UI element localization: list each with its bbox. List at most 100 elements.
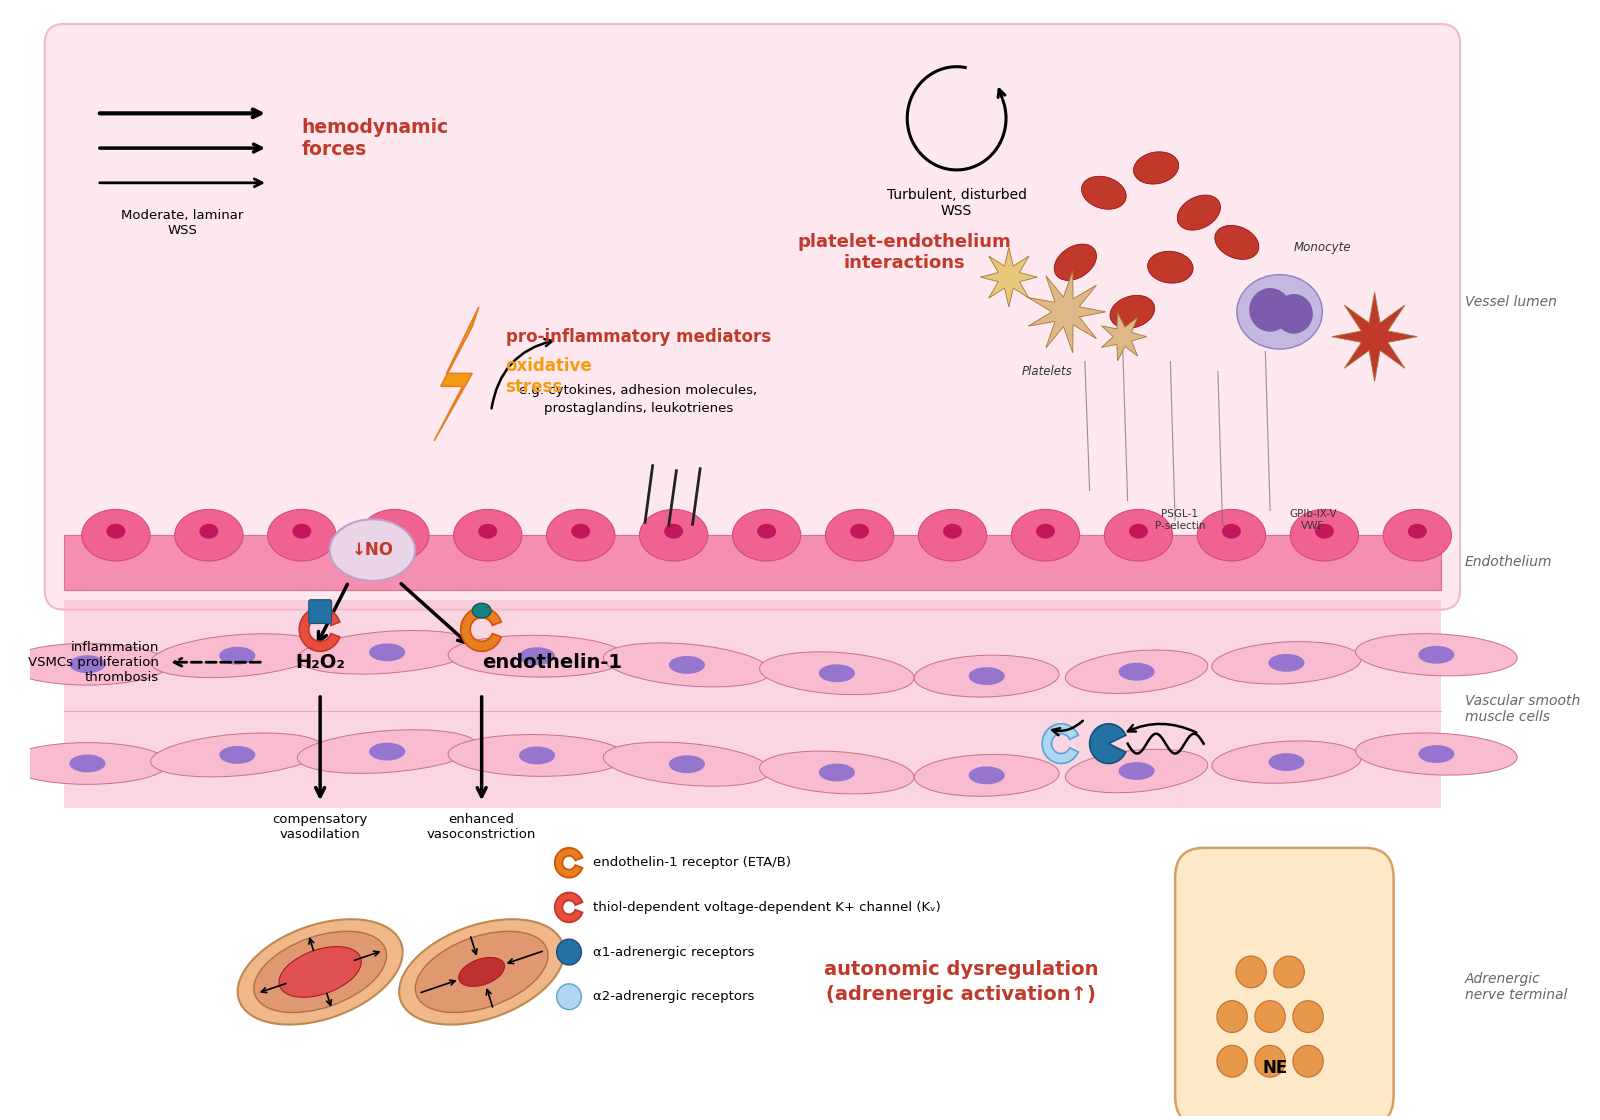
Ellipse shape [360, 510, 429, 561]
Circle shape [1254, 1045, 1285, 1077]
Text: platelet-endothelium
interactions: platelet-endothelium interactions [797, 233, 1011, 272]
Ellipse shape [571, 524, 590, 539]
Ellipse shape [278, 946, 362, 997]
FancyBboxPatch shape [64, 599, 1442, 809]
Polygon shape [1029, 271, 1106, 353]
Ellipse shape [1237, 274, 1322, 349]
Ellipse shape [1290, 510, 1358, 561]
Ellipse shape [238, 920, 403, 1025]
Ellipse shape [150, 634, 323, 678]
Circle shape [1293, 1045, 1323, 1077]
Ellipse shape [1355, 634, 1517, 675]
Ellipse shape [669, 755, 706, 773]
Ellipse shape [918, 510, 987, 561]
Ellipse shape [398, 920, 565, 1025]
Text: α1-adrenergic receptors: α1-adrenergic receptors [592, 945, 754, 959]
Ellipse shape [1269, 654, 1304, 672]
Ellipse shape [82, 510, 150, 561]
Ellipse shape [914, 755, 1059, 796]
Ellipse shape [478, 524, 498, 539]
Text: e.g. cytokines, adhesion molecules,
prostaglandins, leukotrienes: e.g. cytokines, adhesion molecules, pros… [520, 384, 757, 414]
Polygon shape [981, 248, 1037, 307]
Text: Vascular smooth
muscle cells: Vascular smooth muscle cells [1466, 693, 1581, 724]
Wedge shape [555, 893, 582, 922]
Ellipse shape [219, 746, 256, 764]
Text: compensatory
vasodilation: compensatory vasodilation [272, 813, 368, 841]
Text: Adrenergic
nerve terminal: Adrenergic nerve terminal [1466, 972, 1568, 1002]
Text: autonomic dysregulation
(adrenergic activation↑): autonomic dysregulation (adrenergic acti… [824, 960, 1099, 1004]
Ellipse shape [254, 932, 387, 1012]
Ellipse shape [850, 524, 869, 539]
Ellipse shape [448, 735, 626, 776]
Ellipse shape [267, 510, 336, 561]
Text: Moderate, laminar
WSS: Moderate, laminar WSS [122, 208, 243, 236]
Ellipse shape [174, 510, 243, 561]
Text: ↓NO: ↓NO [352, 541, 394, 559]
Text: endothelin-1: endothelin-1 [482, 653, 622, 672]
Text: oxidative
stress: oxidative stress [506, 357, 592, 395]
Circle shape [1218, 1045, 1248, 1077]
Ellipse shape [416, 932, 547, 1012]
Polygon shape [1331, 292, 1418, 381]
Text: endothelin-1 receptor (ETA/B): endothelin-1 receptor (ETA/B) [592, 856, 790, 869]
Ellipse shape [330, 520, 414, 581]
Circle shape [1293, 1000, 1323, 1033]
Ellipse shape [547, 510, 614, 561]
FancyBboxPatch shape [45, 24, 1461, 609]
Text: enhanced
vasoconstriction: enhanced vasoconstriction [427, 813, 536, 841]
Circle shape [1275, 293, 1314, 334]
Ellipse shape [1418, 745, 1454, 763]
Ellipse shape [942, 524, 962, 539]
Ellipse shape [640, 510, 707, 561]
Text: PSGL-1
P-selectin: PSGL-1 P-selectin [1155, 510, 1205, 531]
Ellipse shape [819, 664, 854, 682]
Text: NE: NE [1262, 1060, 1288, 1077]
Circle shape [1254, 1000, 1285, 1033]
Ellipse shape [298, 631, 477, 674]
Ellipse shape [293, 524, 312, 539]
Polygon shape [1101, 312, 1147, 361]
Ellipse shape [757, 524, 776, 539]
Wedge shape [299, 608, 339, 652]
Ellipse shape [968, 668, 1005, 685]
Text: Platelets: Platelets [1021, 365, 1072, 377]
Ellipse shape [1408, 524, 1427, 539]
Ellipse shape [1118, 663, 1155, 681]
Ellipse shape [150, 732, 323, 777]
Text: thiol-dependent voltage-dependent K+ channel (Kᵥ): thiol-dependent voltage-dependent K+ cha… [592, 900, 941, 914]
Ellipse shape [1133, 152, 1179, 184]
Wedge shape [1090, 724, 1126, 764]
Circle shape [1250, 288, 1291, 332]
Ellipse shape [1211, 642, 1362, 684]
Ellipse shape [518, 747, 555, 764]
Ellipse shape [370, 743, 405, 760]
Ellipse shape [69, 655, 106, 673]
Ellipse shape [819, 764, 854, 782]
Ellipse shape [69, 755, 106, 773]
Ellipse shape [1147, 251, 1194, 283]
Text: inflammation
VSMCs proliferation
thrombosis: inflammation VSMCs proliferation thrombo… [27, 641, 158, 683]
Wedge shape [1042, 724, 1078, 764]
Circle shape [557, 983, 581, 1009]
Ellipse shape [664, 524, 683, 539]
Ellipse shape [1269, 753, 1304, 771]
Ellipse shape [1054, 244, 1096, 280]
Text: Turbulent, disturbed
WSS: Turbulent, disturbed WSS [886, 188, 1027, 218]
Ellipse shape [472, 604, 491, 618]
Text: GPIb-IX-V
VWF: GPIb-IX-V VWF [1290, 510, 1336, 531]
Ellipse shape [1178, 195, 1221, 231]
Text: α2-adrenergic receptors: α2-adrenergic receptors [592, 990, 754, 1004]
Ellipse shape [968, 766, 1005, 784]
Ellipse shape [1211, 741, 1362, 783]
Circle shape [1235, 956, 1266, 988]
Wedge shape [461, 608, 501, 652]
Text: hemodynamic
forces: hemodynamic forces [301, 118, 448, 159]
Ellipse shape [1110, 296, 1155, 328]
Ellipse shape [760, 752, 914, 794]
Ellipse shape [1355, 732, 1517, 775]
Ellipse shape [733, 510, 802, 561]
Text: H₂O₂: H₂O₂ [296, 653, 346, 672]
Circle shape [557, 940, 581, 965]
Text: Monocyte: Monocyte [1293, 241, 1350, 254]
Ellipse shape [1130, 524, 1147, 539]
